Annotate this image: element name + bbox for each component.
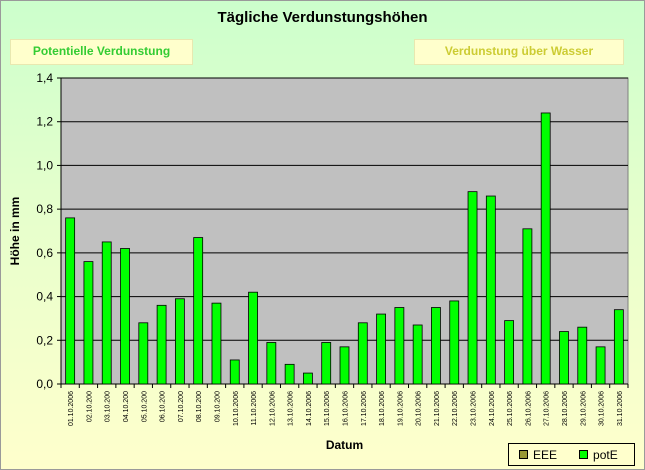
x-tick-label: 06.10.200 [160,391,167,422]
bar [485,195,496,385]
x-tick-label: 01.10.2006 [68,391,75,426]
x-tick-label: 08.10.200 [196,391,203,422]
legend-label-eee: EEE [533,447,558,462]
x-tick-label: 15.10.2006 [324,391,331,426]
bar [101,241,112,385]
y-tick-label: 0,4 [36,290,53,304]
bar [193,237,204,385]
x-tick-label: 10.10.2006 [233,391,240,426]
bar [467,191,478,385]
legend-item-pote: potE [579,448,618,462]
bar [156,304,167,385]
label-water-evaporation: Verdunstung über Wasser [414,39,624,65]
legend-swatch-pote [579,450,589,459]
x-tick-label: 04.10.200 [123,391,130,422]
x-tick-label: 30.10.2006 [599,391,606,426]
x-tick-label: 29.10.2006 [580,391,587,426]
x-axis-title: Datum [326,438,363,452]
bar [559,331,569,385]
x-tick-label: 21.10.2006 [434,391,441,426]
bar [174,298,185,385]
chart-title: Tägliche Verdunstungshöhen [217,9,428,26]
label-potential-evaporation: Potentielle Verdunstung [10,39,193,65]
y-tick-label: 0,6 [36,246,53,260]
bar [303,372,313,385]
bar [412,324,423,385]
y-axis-title: Höhe in mm [8,197,22,266]
x-tick-label: 14.10.2006 [306,391,313,426]
x-tick-label: 27.10.2006 [544,391,551,426]
legend-swatch-eee [519,450,528,459]
bar [65,217,76,385]
bar [248,291,258,385]
legend-label-pote: potE [593,447,618,462]
x-tick-label: 18.10.2006 [379,391,386,426]
bar [211,302,222,385]
x-tick-label: 12.10.2006 [269,391,276,426]
bar [613,309,624,385]
bar [321,342,332,385]
bar [376,313,386,385]
bar [339,346,350,385]
x-tick-label: 31.10.2006 [617,391,624,426]
bar [540,112,551,385]
x-tick-label: 03.10.200 [105,391,112,422]
bar [284,363,295,385]
x-tick-label: 22.10.2006 [452,391,459,426]
x-tick-label: 13.10.2006 [288,391,295,426]
y-tick-label: 1,4 [36,71,53,85]
x-tick-label: 07.10.200 [178,391,185,422]
x-tick-label: 23.10.2006 [471,391,478,426]
legend-item-eee: EEE [519,448,557,462]
bar [431,307,441,385]
x-tick-label: 28.10.2006 [562,391,569,426]
x-tick-label: 25.10.2006 [507,391,514,426]
x-tick-label: 02.10.200 [86,391,93,422]
y-tick-label: 0,2 [36,333,53,347]
x-tick-label: 24.10.2006 [489,391,496,426]
plot-area [60,77,629,385]
x-tick-label: 09.10.200 [214,391,221,422]
bar [229,359,240,385]
x-tick-label: 20.10.2006 [416,391,423,426]
x-tick-label: 16.10.2006 [343,391,350,426]
bar [577,326,588,385]
bar [138,322,149,385]
x-tick-label: 05.10.200 [141,391,148,422]
y-tick-label: 0,0 [36,377,53,391]
bar [522,228,533,385]
bar [120,248,130,385]
legend: EEE potE [508,443,635,466]
bar [504,320,515,385]
bar [266,342,277,385]
bar [394,307,405,385]
bar [449,300,460,385]
x-tick-label: 17.10.2006 [361,391,368,426]
x-tick-label: 26.10.2006 [525,391,532,426]
x-tick-label: 11.10.2006 [251,391,258,426]
bar [83,261,94,385]
y-tick-label: 1,0 [36,158,53,172]
y-tick-label: 1,2 [36,115,53,129]
bar [595,346,606,385]
x-tick-label: 19.10.2006 [397,391,404,426]
bar [357,322,368,385]
y-tick-label: 0,8 [36,202,53,216]
